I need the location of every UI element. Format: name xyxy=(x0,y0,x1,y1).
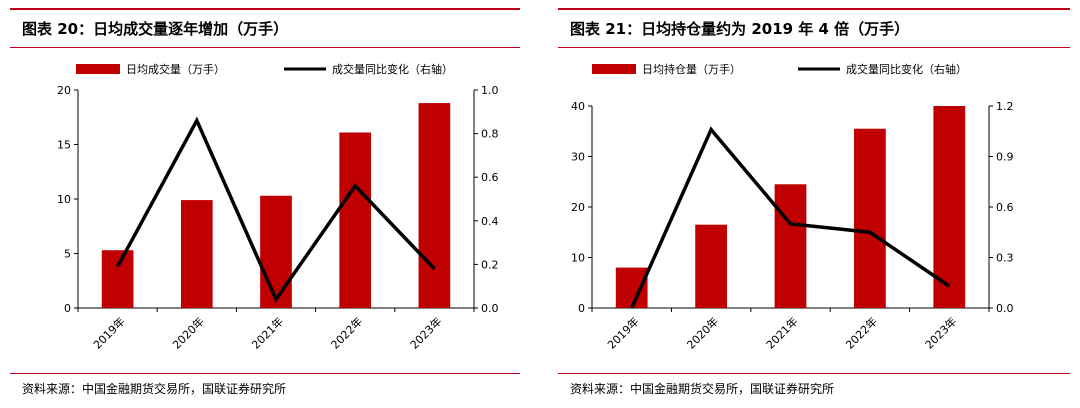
title-rule xyxy=(558,47,1070,48)
y2-tick-label: 0.9 xyxy=(996,151,1014,164)
legend-bar-swatch xyxy=(76,64,120,74)
y-tick-label: 15 xyxy=(57,139,71,152)
title-rule xyxy=(10,47,520,48)
series-line xyxy=(630,126,951,309)
y-tick-label: 20 xyxy=(571,201,585,214)
bar xyxy=(933,106,966,308)
y-tick-label: 10 xyxy=(571,252,585,265)
x-tick-label: 2019年 xyxy=(604,314,641,351)
source-note: 资料来源：中国金融期货交易所，国联证券研究所 xyxy=(570,382,835,396)
chart-title: 图表 20：日均成交量逐年增加（万手） xyxy=(22,20,289,38)
y-tick-label: 5 xyxy=(64,248,71,261)
y-tick-label: 0 xyxy=(578,302,585,315)
y2-tick-label: 1.2 xyxy=(996,100,1014,113)
x-tick-label: 2020年 xyxy=(684,314,721,351)
footer-rule xyxy=(10,373,520,374)
x-tick-label: 2021年 xyxy=(249,314,286,351)
x-tick-label: 2019年 xyxy=(90,314,127,351)
header-rule xyxy=(10,8,520,10)
y2-tick-label: 0.0 xyxy=(996,302,1014,315)
bar xyxy=(854,128,886,308)
bar xyxy=(339,132,372,308)
header-rule xyxy=(558,8,1070,10)
y-tick-label: 0 xyxy=(64,302,71,315)
bar xyxy=(260,195,292,308)
x-tick-label: 2021年 xyxy=(763,314,800,351)
y2-tick-label: 0.4 xyxy=(481,215,499,228)
x-tick-label: 2020年 xyxy=(169,314,206,351)
chart-panel-right: 图表 21：日均持仓量约为 2019 年 4 倍（万手） 日均持仓量（万手） 成交… xyxy=(548,0,1080,408)
source-note: 资料来源：中国金融期货交易所，国联证券研究所 xyxy=(22,382,287,396)
legend-line-label: 成交量同比变化（右轴） xyxy=(332,62,453,76)
legend-bar-label: 日均持仓量（万手） xyxy=(642,62,741,76)
chart-area: 日均持仓量（万手） 成交量同比变化（右轴） 0 10 20 30 40 0.0 0.3 0.6 0.… xyxy=(571,62,1014,352)
y2-tick-label: 0.6 xyxy=(481,171,499,184)
y2-tick-label: 0.8 xyxy=(481,128,499,141)
bar xyxy=(615,267,648,308)
chart-area: 日均成交量（万手） 成交量同比变化（右轴） 0 5 10 15 20 0.0 0.2 0.4 0.6… xyxy=(57,62,499,352)
y2-tick-label: 0.6 xyxy=(996,201,1014,214)
legend-bar-label: 日均成交量（万手） xyxy=(126,62,225,76)
chart-title: 图表 21：日均持仓量约为 2019 年 4 倍（万手） xyxy=(570,20,910,38)
x-tick-label: 2023年 xyxy=(922,314,959,351)
y-tick-label: 20 xyxy=(57,84,71,97)
x-tick-label: 2022年 xyxy=(843,314,880,351)
chart-panel-left: 图表 20：日均成交量逐年增加（万手） 日均成交量（万手） 成交量同比变化（右轴）… xyxy=(0,0,530,408)
bar xyxy=(774,184,807,308)
y2-tick-label: 0.3 xyxy=(996,252,1014,265)
series-line xyxy=(116,116,436,303)
y-tick-label: 40 xyxy=(571,100,585,113)
y2-tick-label: 0.0 xyxy=(481,302,499,315)
bar xyxy=(180,200,213,308)
y-tick-label: 30 xyxy=(571,151,585,164)
bar xyxy=(418,103,451,308)
legend-bar-swatch xyxy=(592,64,636,74)
bar xyxy=(101,250,134,308)
x-tick-label: 2023年 xyxy=(407,314,444,351)
y-tick-label: 10 xyxy=(57,193,71,206)
y2-tick-label: 0.2 xyxy=(481,258,499,271)
footer-rule xyxy=(558,373,1070,374)
x-tick-label: 2022年 xyxy=(328,314,365,351)
y2-tick-label: 1.0 xyxy=(481,84,499,97)
bar xyxy=(695,224,727,308)
legend-line-label: 成交量同比变化（右轴） xyxy=(846,62,967,76)
